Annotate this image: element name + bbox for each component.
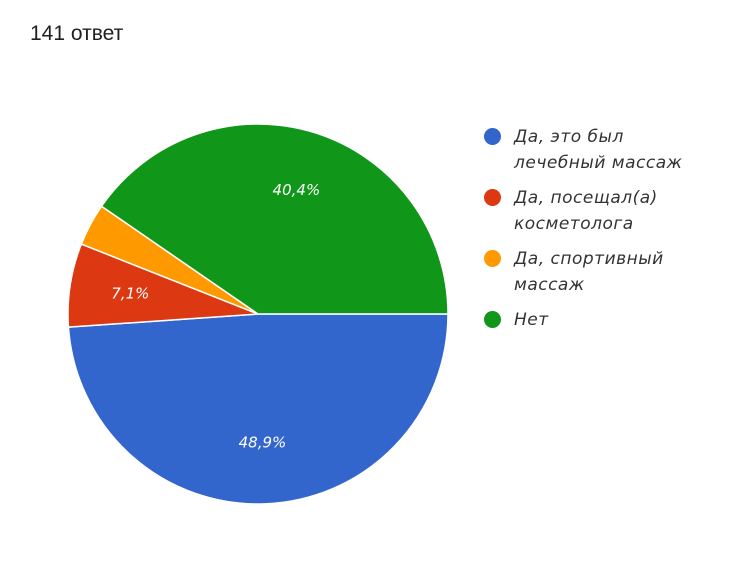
legend-label: Нет xyxy=(514,310,549,330)
slice-label: 7,1% xyxy=(111,285,149,303)
legend-item[interactable]: Нет xyxy=(484,307,714,333)
legend-marker xyxy=(484,250,501,267)
slice-label: 40,4% xyxy=(273,181,321,199)
response-count: 141 ответ xyxy=(30,22,124,45)
legend-marker xyxy=(484,311,501,328)
chart-legend: Да, это был лечебный массаж Да, посещал(… xyxy=(484,124,714,342)
legend-item[interactable]: Да, спортивный массаж xyxy=(484,246,714,298)
legend-marker xyxy=(484,128,501,145)
slice-label: 48,9% xyxy=(239,434,287,452)
legend-label: Да, это был лечебный массаж xyxy=(514,127,683,173)
pie-slice[interactable] xyxy=(100,123,449,315)
legend-item[interactable]: Да, посещал(а) косметолога xyxy=(484,185,714,237)
pie-slice[interactable] xyxy=(67,313,449,505)
legend-item[interactable]: Да, это был лечебный массаж xyxy=(484,124,714,176)
legend-label: Да, посещал(а) косметолога xyxy=(514,188,658,234)
legend-label: Да, спортивный массаж xyxy=(514,249,664,295)
legend-marker xyxy=(484,189,501,206)
